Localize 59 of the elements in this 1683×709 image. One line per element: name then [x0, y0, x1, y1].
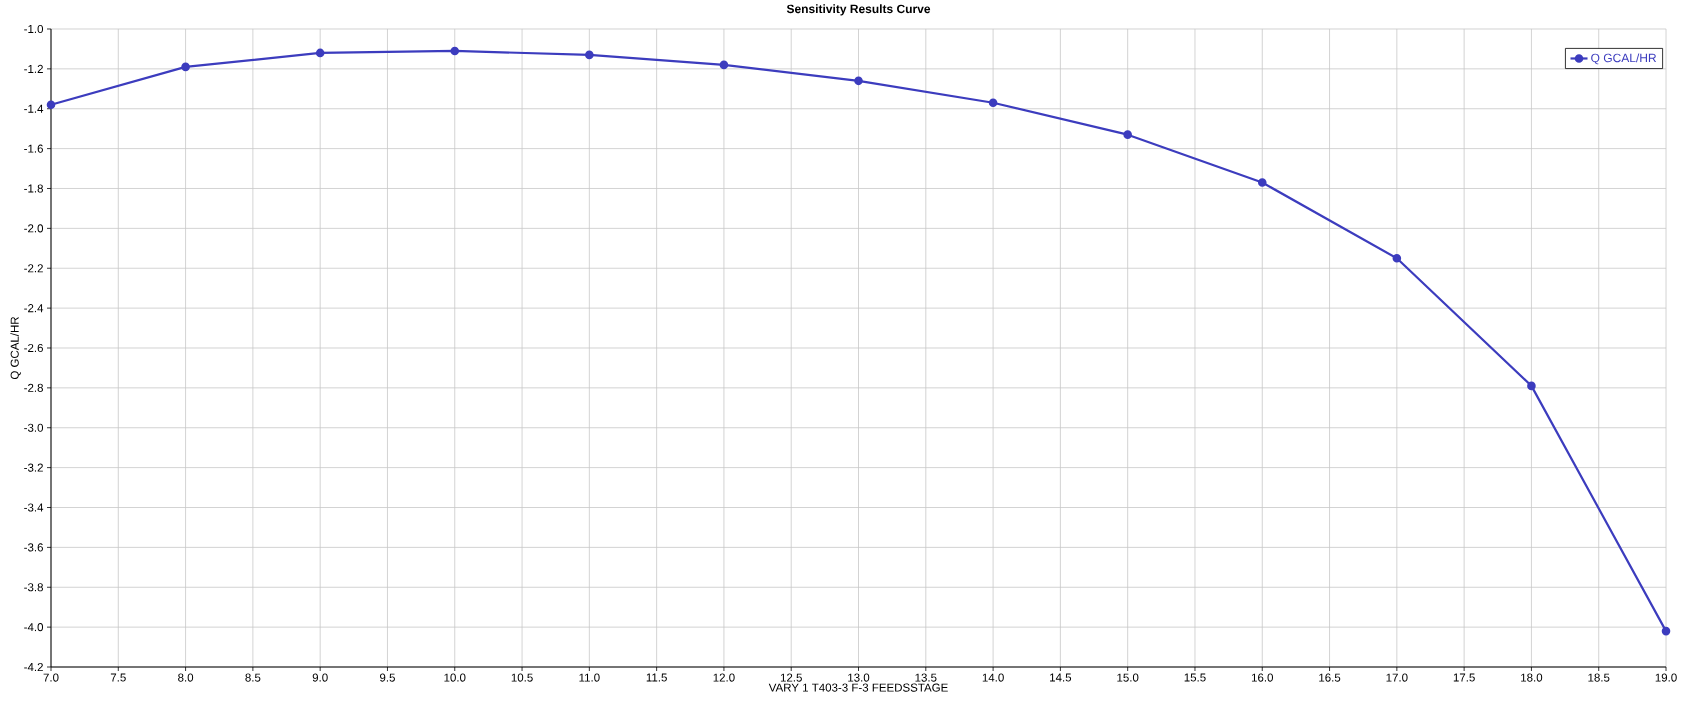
x-tick-label: 12.0 — [713, 673, 735, 682]
point — [1661, 626, 1671, 636]
x-tick-label: 8.5 — [245, 673, 261, 682]
point — [854, 76, 863, 86]
chart-title: Sensitivity Results Curve — [786, 4, 931, 16]
x-tick-label: 15.0 — [1117, 673, 1139, 682]
x-tick-label: 18.0 — [1521, 673, 1543, 682]
x-tick-label: 19.0 — [1655, 673, 1677, 682]
point — [315, 48, 325, 58]
y-tick-label: -3.4 — [24, 503, 44, 512]
point — [719, 60, 729, 70]
y-tick-label: -3.8 — [24, 583, 43, 592]
y-tick-label: -3.0 — [24, 423, 44, 432]
x-tick-label: 13.0 — [848, 673, 870, 682]
point — [181, 62, 190, 72]
y-tick-label: -3.6 — [24, 543, 43, 552]
legend-label: Q GCAL/HR — [1591, 53, 1657, 65]
y-tick-label: -1.0 — [24, 24, 44, 34]
x-tick-label: 16.0 — [1251, 673, 1274, 682]
point — [450, 46, 460, 56]
x-tick-label: 11.0 — [579, 673, 600, 682]
x-tick-label: 14.5 — [1050, 673, 1072, 682]
x-axis-title: VARY 1 T403-3 F-3 FEEDSSTAGE — [768, 683, 948, 692]
y-tick-label: -4.2 — [24, 662, 43, 672]
x-tick-label: 7.5 — [110, 673, 126, 682]
y-tick-label: -1.6 — [24, 144, 43, 153]
x-tick-label: 18.5 — [1588, 673, 1610, 682]
x-tick-label: 15.5 — [1184, 673, 1206, 682]
x-tick-label: 10.0 — [444, 673, 466, 682]
point — [1527, 381, 1536, 391]
point — [1123, 130, 1132, 139]
point — [988, 98, 998, 108]
point — [46, 100, 56, 110]
x-tick-label: 13.5 — [915, 673, 937, 682]
y-tick-label: -2.4 — [24, 304, 44, 313]
x-tick-label: 17.0 — [1386, 673, 1408, 682]
point — [585, 50, 594, 60]
y-tick-label: -1.8 — [24, 184, 43, 193]
y-tick-label: -4.0 — [24, 623, 44, 632]
y-tick-label: -1.2 — [24, 64, 43, 73]
x-tick-label: 8.0 — [178, 673, 194, 682]
x-tick-label: 7.0 — [43, 673, 59, 682]
x-tick-label: 14.0 — [982, 673, 1004, 682]
x-tick-label: 16.5 — [1319, 673, 1341, 682]
x-tick-label: 12.5 — [780, 673, 802, 682]
y-tick-label: -2.2 — [24, 264, 43, 273]
x-tick-label: 10.5 — [511, 673, 533, 682]
y-axis-title: Q GCAL/HR — [10, 316, 21, 380]
point — [1257, 178, 1267, 187]
y-tick-label: -1.4 — [24, 104, 44, 113]
y-tick-label: -2.8 — [24, 383, 43, 392]
x-tick-label: 9.0 — [312, 673, 328, 682]
y-tick-label: -2.6 — [24, 343, 43, 353]
y-tick-label: -2.0 — [24, 224, 44, 233]
y-tick-label: -3.2 — [24, 463, 43, 472]
point — [1392, 253, 1402, 263]
x-tick-label: 17.5 — [1453, 673, 1475, 682]
x-tick-label: 9.5 — [380, 673, 395, 682]
x-tick-label: 11.5 — [646, 673, 667, 682]
